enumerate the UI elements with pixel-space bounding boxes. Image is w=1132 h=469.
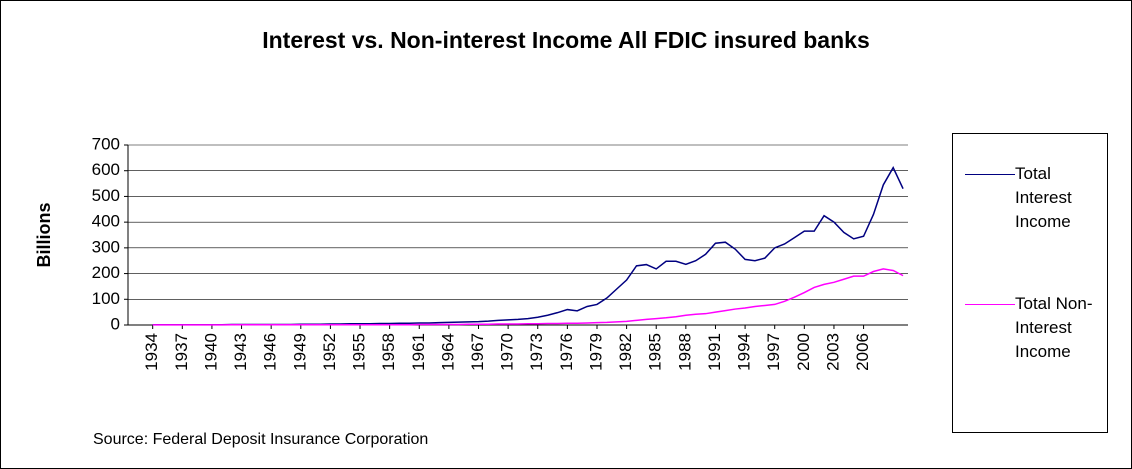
y-tick-label: 300 xyxy=(92,237,120,256)
source-note: Source: Federal Deposit Insurance Corpor… xyxy=(93,431,428,448)
y-tick-label: 100 xyxy=(92,289,120,308)
legend-label: Total Non-Interest Income xyxy=(1015,294,1093,361)
y-axis-label: Billions xyxy=(34,202,54,267)
legend-label: Total Interest Income xyxy=(1015,164,1072,231)
x-tick-label: 1985 xyxy=(646,333,665,371)
x-tick-label: 1979 xyxy=(586,333,605,371)
legend: Total Interest Income Total Non-Interest … xyxy=(952,133,1108,433)
x-tick-label: 1937 xyxy=(172,333,191,371)
x-tick-label: 1955 xyxy=(350,333,369,371)
legend-swatch xyxy=(965,174,1015,175)
x-tick-label: 2006 xyxy=(853,333,872,371)
x-tick-label: 1991 xyxy=(705,333,724,371)
legend-swatch xyxy=(965,304,1015,305)
series-line xyxy=(152,268,904,326)
x-tick-label: 1943 xyxy=(231,333,250,371)
x-tick-label: 1961 xyxy=(409,333,428,371)
x-tick-label: 2000 xyxy=(794,333,813,371)
x-tick-label: 1970 xyxy=(498,333,517,371)
x-tick-label: 1949 xyxy=(290,333,309,371)
y-tick-label: 200 xyxy=(92,263,120,282)
x-tick-label: 1934 xyxy=(142,333,161,371)
y-tick-label: 0 xyxy=(111,314,120,333)
x-tick-label: 1964 xyxy=(438,333,457,371)
x-tick-label: 1967 xyxy=(468,333,487,371)
x-tick-label: 1973 xyxy=(527,333,546,371)
x-tick-label: 1982 xyxy=(616,333,635,371)
x-tick-label: 2003 xyxy=(823,333,842,371)
y-tick-label: 700 xyxy=(92,134,120,153)
x-tick-label: 1946 xyxy=(261,333,280,371)
y-tick-label: 400 xyxy=(92,212,120,231)
x-tick-label: 1994 xyxy=(735,333,754,371)
x-tick-label: 1988 xyxy=(675,333,694,371)
x-tick-label: 1997 xyxy=(764,333,783,371)
legend-entry: Total Interest Income xyxy=(965,162,1101,234)
legend-entry: Total Non-Interest Income xyxy=(965,292,1101,364)
y-tick-label: 500 xyxy=(92,186,120,205)
x-tick-label: 1976 xyxy=(557,333,576,371)
x-tick-label: 1940 xyxy=(201,333,220,371)
y-tick-label: 600 xyxy=(92,160,120,179)
x-tick-label: 1958 xyxy=(379,333,398,371)
x-tick-label: 1952 xyxy=(320,333,339,371)
chart-title: Interest vs. Non-interest Income All FDI… xyxy=(262,27,870,53)
